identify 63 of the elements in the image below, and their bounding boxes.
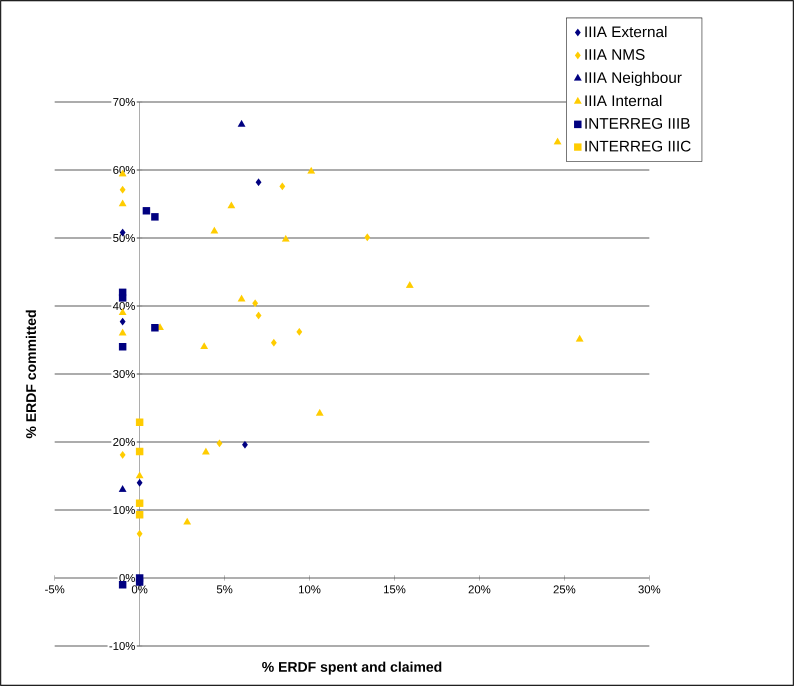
x-tick-label: 10% <box>299 585 320 594</box>
point <box>270 338 277 346</box>
point <box>136 530 142 538</box>
legend-label: IIIA Neighbour <box>585 72 682 86</box>
point <box>136 472 144 478</box>
x-tick-label: 30% <box>638 585 660 594</box>
point <box>228 202 236 208</box>
point <box>406 281 414 288</box>
y-tick-label: 70% <box>113 98 135 106</box>
y-tick-label: -10% <box>109 642 135 650</box>
point <box>136 511 144 518</box>
y-tick-label: 10% <box>114 506 135 514</box>
point <box>256 178 262 186</box>
point <box>183 518 191 524</box>
y-tick-label: 30% <box>113 370 135 378</box>
point <box>238 120 246 127</box>
point <box>136 418 144 426</box>
point <box>238 294 246 302</box>
point <box>242 440 248 448</box>
point <box>296 328 302 336</box>
point <box>118 343 126 351</box>
legend-label: IIIA External <box>585 26 666 38</box>
legend-label: IIIA Internal <box>585 94 662 106</box>
point <box>252 300 258 308</box>
point <box>554 138 562 144</box>
point <box>316 409 324 416</box>
x-tick-label: 5% <box>216 585 232 594</box>
point <box>118 294 126 302</box>
x-tick-label: 25% <box>554 585 576 594</box>
point <box>200 342 208 350</box>
point <box>136 499 144 507</box>
point <box>210 226 218 234</box>
legend-label: INTERREG IIIB <box>585 118 690 129</box>
point <box>120 318 126 326</box>
point <box>136 479 142 487</box>
legend-label: INTERREG IIIC <box>585 140 691 152</box>
point <box>307 167 315 174</box>
point <box>118 328 126 336</box>
point <box>118 485 126 492</box>
point <box>364 234 370 242</box>
legend-label: IIIA NMS <box>585 49 645 60</box>
point <box>282 235 290 242</box>
y-axis-title: % ERDF committed <box>26 310 36 438</box>
point <box>151 324 159 332</box>
point <box>216 440 222 448</box>
point <box>136 448 144 456</box>
point <box>576 335 584 342</box>
x-tick-label: 0% <box>132 585 148 594</box>
x-tick-label: -5% <box>45 585 64 594</box>
y-tick-label: 40% <box>112 302 135 310</box>
y-tick-label: 50% <box>113 234 135 242</box>
point <box>120 451 126 459</box>
point <box>279 182 286 190</box>
point <box>120 186 126 194</box>
x-tick-label: 15% <box>384 585 406 594</box>
point <box>151 213 159 221</box>
x-axis-title: % ERDF spent and claimed <box>262 662 442 675</box>
point <box>118 200 126 206</box>
y-tick-label: 20% <box>113 438 135 446</box>
x-tick-label: 20% <box>468 585 490 594</box>
point <box>142 207 150 215</box>
point <box>256 312 262 320</box>
point <box>202 448 210 454</box>
